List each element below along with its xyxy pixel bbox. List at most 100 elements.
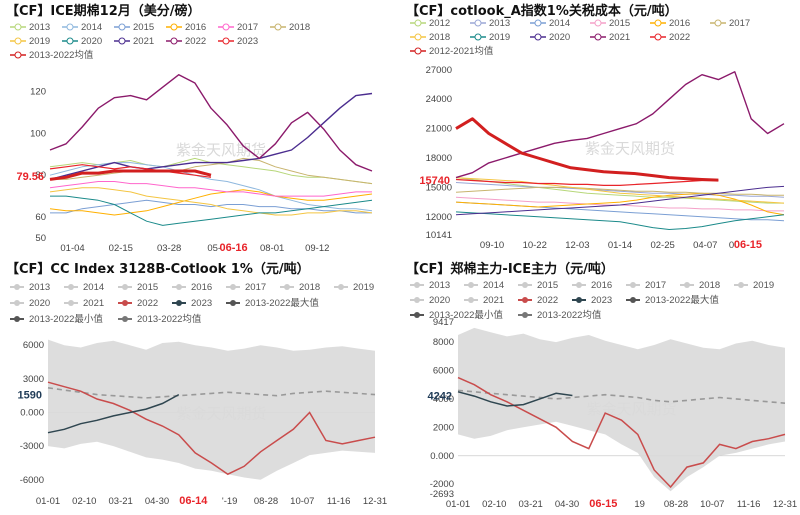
series-line-2022 [457,376,786,489]
x-tick-label: 02-10 [482,499,506,510]
legend-item: 2021 [114,36,154,47]
legend-label: 2017 [645,280,666,291]
legend-marker [230,284,236,290]
legend-item: 2012-2021均值 [410,45,494,57]
y-tick-label: 18000 [426,153,452,164]
y-tick-label: 15000 [426,182,452,193]
legend-item: 2016 [172,282,212,293]
legend-item: 2014 [464,280,504,291]
legend-marker [176,284,182,290]
legend-item: 2012 [410,18,450,29]
x-tick-label: 12-31 [773,499,797,510]
legend-label: 2018 [289,22,310,33]
legend-marker [576,297,582,303]
legend-marker [414,33,422,41]
legend-item: 2022 [166,36,206,47]
series-line-2023 [47,393,180,434]
legend-marker [414,19,422,27]
legend-label: 2020 [81,36,102,47]
y-tick-label: 24000 [426,94,452,105]
legend-item: 2013-2022最小值 [10,313,103,325]
legend-item: 2023 [172,298,212,309]
x-tick-label: 04-30 [145,496,169,507]
legend-marker [594,33,602,41]
series-line-2013 [455,182,785,198]
y-tick-label: 8000 [433,337,454,348]
chart-title: 【CF】郑棉主力-ICE主力（元/吨） [406,261,614,277]
legend-marker [414,282,420,288]
legend-item: 2021 [590,32,630,43]
legend-marker [522,312,528,318]
legend-item: 2021 [464,295,504,306]
legend-marker [576,282,582,288]
range-band [458,327,785,492]
y-tick-label: 6000 [433,366,454,377]
x-tick-label: 01-01 [446,499,470,510]
x-tick-label: 12-03 [565,240,589,251]
legend-marker [122,316,128,322]
legend-item: 2019 [334,282,374,293]
y-tick-label: 27000 [426,65,452,76]
legend-label: 2021 [133,36,154,47]
legend-label: 2016 [185,22,206,33]
y-tick-label: 10141 [426,230,452,241]
legend-item: 2017 [218,22,258,33]
y-tick-label: -2000 [430,479,454,490]
legend-item: 2018 [680,280,720,291]
series-line-2020 [455,185,785,216]
x-tick-label: 08-01 [260,243,284,254]
y-tick-label: 0.000 [430,451,454,462]
x-tick-label: 03-21 [519,499,543,510]
y-tick-label: 80 [35,170,46,181]
series-line-2019 [455,211,785,230]
legend-label: 2021 [483,295,504,306]
series-line-2020 [50,195,373,226]
legend-label: 2019 [29,36,50,47]
legend-marker [338,284,344,290]
legend-marker [68,284,74,290]
legend-item: 2014 [530,18,570,29]
series-line-2022 [49,74,373,172]
legend-label: 2018 [299,282,320,293]
legend-label: 2022 [137,298,158,309]
series-line-2022 [47,381,376,476]
legend-marker [684,282,690,288]
legend-label: 2019 [353,282,374,293]
legend-marker [14,51,22,59]
legend-marker [534,33,542,41]
legend-item: 2022 [118,298,158,309]
x-tick-label: 03-28 [157,243,181,254]
x-tick-label: 10-07 [700,499,724,510]
legend-label: 2022 [185,36,206,47]
legend-marker [414,47,422,55]
y-tick-label: 120 [30,86,46,97]
legend-marker [594,19,602,27]
legend-label: 2014 [483,280,504,291]
legend-label: 2015 [137,282,158,293]
current-value-label: 1590 [18,390,42,402]
legend-item: 2019 [10,36,50,47]
legend-label: 2012 [429,18,450,29]
legend-label: 2022 [669,32,690,43]
legend-item: 2016 [650,18,690,29]
x-tick-label: 01-04 [60,243,84,254]
legend-item: 2018 [410,32,450,43]
y-tick-label: 9417 [433,317,454,328]
x-tick-label: 01-01 [36,496,60,507]
series-line-2015 [50,199,372,214]
legend-label: 2012-2021均值 [429,45,494,57]
legend-marker [474,19,482,27]
legend-label: 2016 [591,280,612,291]
current-date-label: 06-14 [179,495,208,507]
legend-marker [66,23,74,31]
y-tick-label: 50 [35,233,46,244]
legend-marker [122,300,128,306]
legend-item: 2013 [410,280,450,291]
legend-item: 2020 [10,298,50,309]
legend-label: 2023 [237,36,258,47]
legend-marker [118,23,126,31]
legend-item: 2013 [10,282,50,293]
series-line-2013-2022均值 [47,387,376,399]
legend-item: 2017 [226,282,266,293]
